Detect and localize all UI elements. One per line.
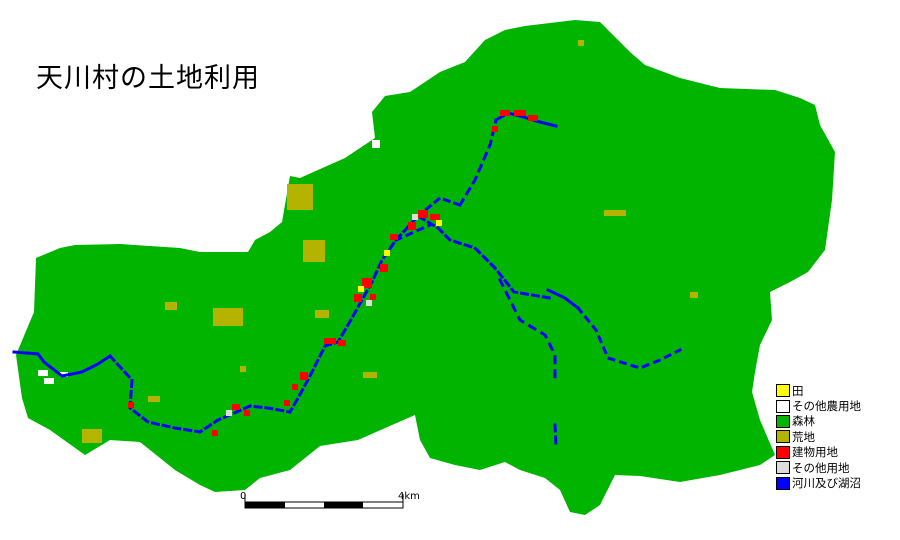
scale-start-label: 0 — [240, 491, 247, 502]
legend-item: その他用地 — [776, 460, 896, 475]
legend-item: 田 — [776, 383, 896, 398]
legend-swatch — [776, 399, 790, 413]
village-area-forest — [16, 20, 835, 515]
building-patches — [128, 110, 538, 436]
river-lines — [12, 111, 683, 447]
scale-end-label: 4km — [398, 491, 420, 502]
legend-item: 河川及び湖沼 — [776, 475, 896, 490]
legend-label: 河川及び湖沼 — [792, 476, 861, 491]
other-land-patches — [226, 214, 418, 416]
legend-swatch — [776, 461, 790, 475]
legend: 田その他農用地 森林 荒地 建物用地 その他用地 河川及び湖沼 — [776, 383, 896, 491]
legend-label: 荒地 — [792, 429, 815, 444]
legend-swatch — [776, 384, 790, 398]
legend-label: 森林 — [792, 414, 815, 429]
legend-item: 荒地 — [776, 429, 896, 444]
legend-swatch — [776, 430, 790, 444]
legend-item: 建物用地 — [776, 445, 896, 460]
legend-swatch — [776, 445, 790, 459]
legend-label: その他農用地 — [792, 399, 861, 414]
legend-item: 森林 — [776, 414, 896, 429]
legend-label: 建物用地 — [792, 445, 838, 460]
legend-swatch — [776, 414, 790, 428]
scale-bar — [244, 494, 404, 509]
legend-swatch — [776, 476, 790, 490]
wasteland-patches — [82, 40, 698, 443]
legend-item: その他農用地 — [776, 398, 896, 413]
legend-label: 田 — [792, 383, 804, 398]
paddy-patches — [358, 220, 442, 292]
map-title: 天川村の土地利用 — [36, 63, 260, 94]
legend-label: その他用地 — [792, 460, 850, 475]
